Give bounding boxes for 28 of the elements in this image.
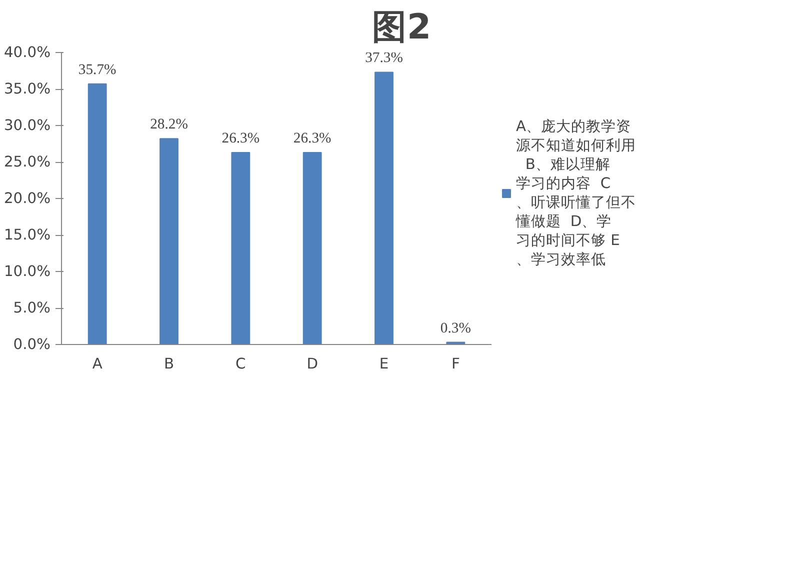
y-tick-label: 5.0% — [13, 300, 51, 316]
x-tick-label: C — [236, 356, 246, 372]
x-tick-label: B — [164, 356, 174, 372]
x-tick-label: E — [379, 356, 389, 372]
text: 28.2% — [150, 116, 188, 133]
y-tick-label: 30.0% — [4, 117, 51, 134]
chart-title: 图2 — [372, 8, 432, 48]
x-tick-label: D — [306, 356, 318, 372]
y-tick-label: 35.0% — [4, 80, 51, 98]
bar — [374, 72, 394, 344]
y-tick-label: 20.0% — [4, 190, 51, 207]
text: 26.3% — [293, 130, 332, 147]
bar — [231, 152, 250, 344]
legend-label: A、庞大的教学资源不知道如何利用 B、难以理解学习的内容 C、听课听懂了但不懂做题 D、学习的时间不够 E、学习效率低 — [516, 117, 636, 269]
y-tick-label: 15.0% — [4, 226, 51, 244]
x-tick-label: F — [451, 356, 460, 372]
y-tick-label: 25.0% — [4, 154, 51, 170]
bar — [160, 138, 178, 344]
y-tick-label: 10.0% — [4, 263, 51, 280]
bar — [302, 152, 322, 344]
text: 0.3% — [440, 320, 471, 336]
text: 26.3% — [222, 130, 260, 147]
x-tick-label: A — [92, 356, 102, 372]
y-tick-label: 0.0% — [13, 336, 51, 353]
text: 35.7% — [78, 62, 116, 78]
text: 37.3% — [365, 50, 403, 66]
y-tick-label: 40.0% — [4, 44, 51, 61]
bar — [88, 83, 107, 344]
